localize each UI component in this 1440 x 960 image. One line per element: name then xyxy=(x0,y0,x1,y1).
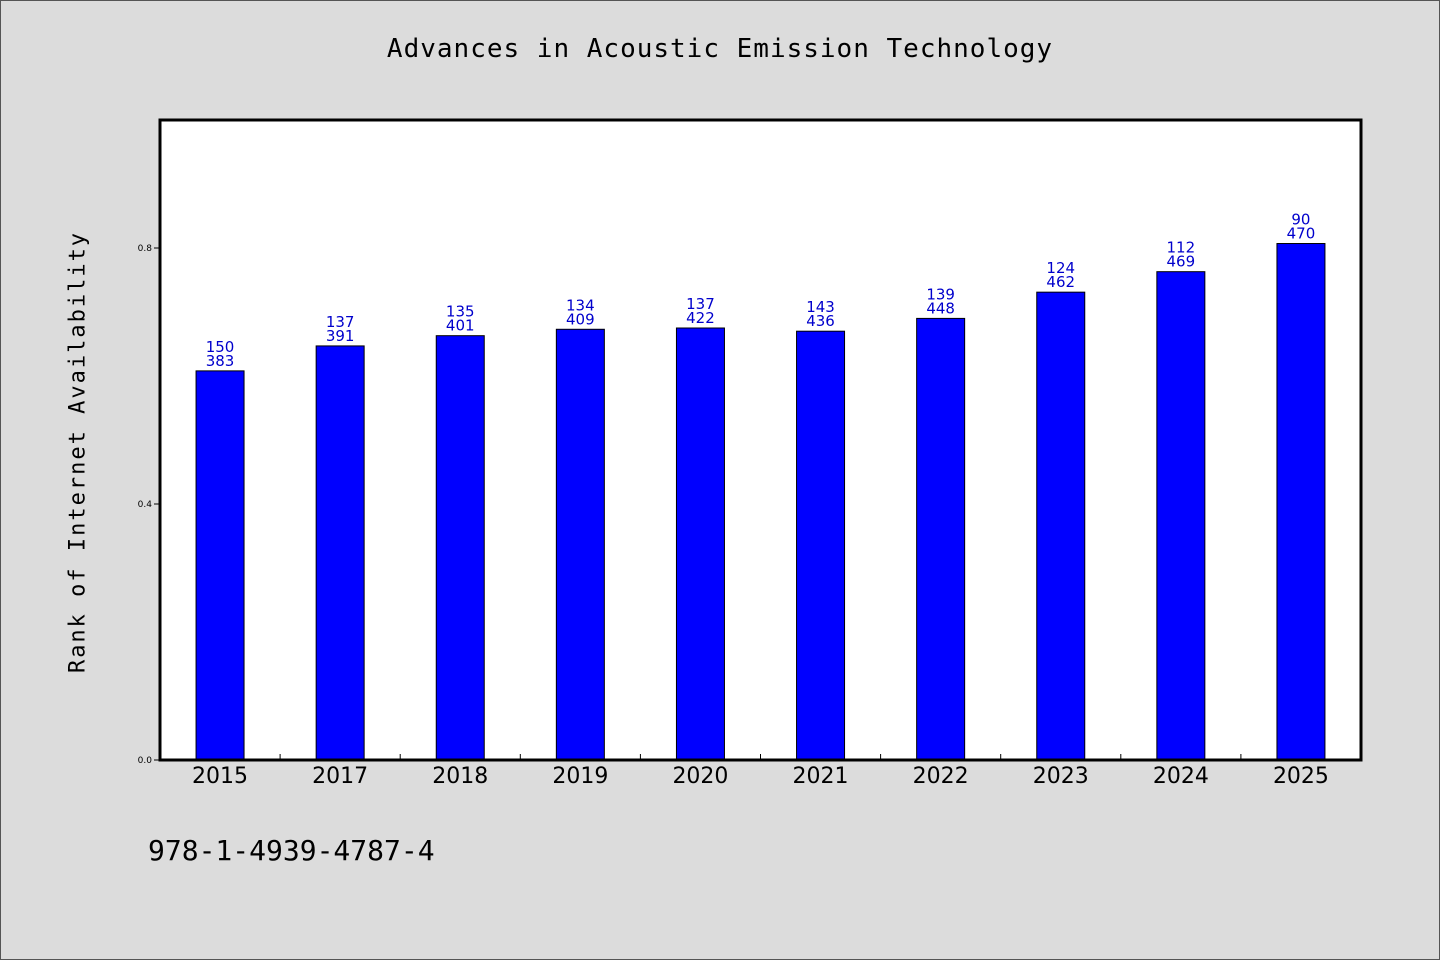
bar-value-label-top: 137 xyxy=(686,295,715,313)
bar-value-label-top: 134 xyxy=(566,296,595,314)
x-tick-label: 2018 xyxy=(432,764,488,789)
bar-value-label-bottom: 469 xyxy=(1167,253,1196,271)
bar xyxy=(1036,291,1086,761)
bar xyxy=(435,335,485,761)
bar-value-label-bottom: 422 xyxy=(686,309,715,327)
plot-border xyxy=(158,118,1363,762)
bar xyxy=(1276,243,1326,761)
isbn-text: 978-1-4939-4787-4 xyxy=(148,834,435,867)
y-tick-label: 0.0 xyxy=(138,756,153,766)
x-tick-label: 2015 xyxy=(192,764,248,789)
bar xyxy=(796,330,846,761)
x-tick-label: 2019 xyxy=(552,764,608,789)
bar-value-label-top: 137 xyxy=(326,313,355,331)
bar-value-label-bottom: 391 xyxy=(326,327,355,345)
bar-value-label-top: 135 xyxy=(446,303,475,321)
bar-value-label-top: 112 xyxy=(1167,239,1196,257)
bar xyxy=(675,327,725,761)
chart-title: Advances in Acoustic Emission Technology xyxy=(386,34,1054,64)
y-tick-label: 0.4 xyxy=(138,500,153,510)
bar-value-label-top: 150 xyxy=(206,338,235,356)
bar-value-label-bottom: 448 xyxy=(926,299,955,317)
bar-value-label-top: 90 xyxy=(1291,211,1310,229)
bar xyxy=(916,317,966,761)
bar xyxy=(315,345,365,761)
bar xyxy=(555,328,605,761)
bar-value-label-top: 139 xyxy=(926,285,955,303)
bar-value-label-bottom: 462 xyxy=(1046,273,1075,291)
bar-value-label-top: 124 xyxy=(1046,259,1075,277)
bar-value-label-top: 143 xyxy=(806,298,835,316)
bar xyxy=(1156,271,1206,761)
bar-value-label-bottom: 401 xyxy=(446,317,475,335)
x-tick-label: 2020 xyxy=(672,764,728,789)
y-tick-label: 0.8 xyxy=(138,244,153,254)
x-tick-label: 2017 xyxy=(312,764,368,789)
x-tick-label: 2025 xyxy=(1273,764,1329,789)
x-tick-label: 2022 xyxy=(913,764,969,789)
bar-value-label-bottom: 409 xyxy=(566,310,595,328)
bar-value-label-bottom: 470 xyxy=(1287,225,1316,243)
bar-value-label-bottom: 436 xyxy=(806,312,835,330)
bar-value-label-bottom: 383 xyxy=(206,352,235,370)
x-tick-label: 2023 xyxy=(1033,764,1089,789)
bars-group: 1503831373911354011344091374221434361394… xyxy=(195,211,1326,761)
bar xyxy=(195,370,245,761)
x-tick-label: 2021 xyxy=(793,764,849,789)
x-tick-label: 2024 xyxy=(1153,764,1209,789)
axes-group: 0.0 0.4 0.8 2015 2017 2018 2019 2020 2021 2022 202… xyxy=(138,244,1329,789)
